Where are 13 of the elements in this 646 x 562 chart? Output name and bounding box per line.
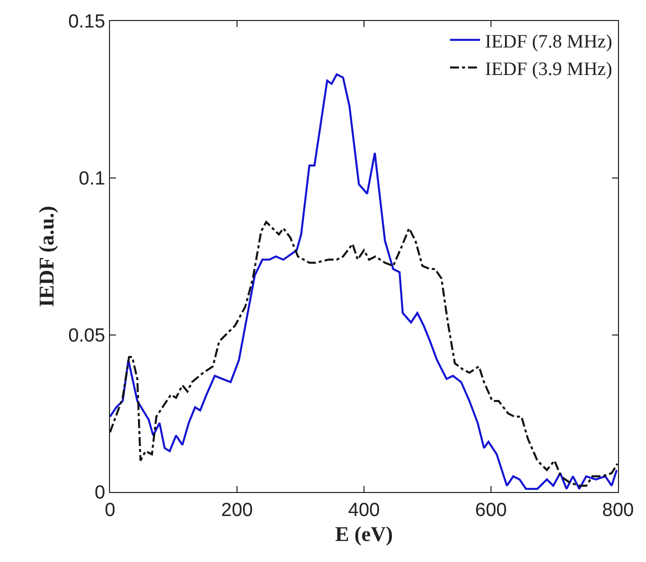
y-tick-label: 0.05 xyxy=(68,326,106,347)
legend-label: IEDF (7.8 MHz) xyxy=(485,31,612,52)
legend-label: IEDF (3.9 MHz) xyxy=(485,58,612,80)
y-tick-label: 0.15 xyxy=(68,12,106,33)
x-tick-label: 600 xyxy=(475,500,507,521)
x-axis-title: E (eV) xyxy=(335,522,393,546)
x-tick-label: 200 xyxy=(221,500,253,521)
y-tick-label: 0.1 xyxy=(78,168,106,190)
y-tick-label: 0 xyxy=(94,482,106,504)
line-series xyxy=(110,220,618,487)
x-tick-label: 400 xyxy=(348,500,380,521)
x-tick-label: 800 xyxy=(602,500,634,521)
y-axis-title: IEDF (a.u.) xyxy=(34,206,58,308)
